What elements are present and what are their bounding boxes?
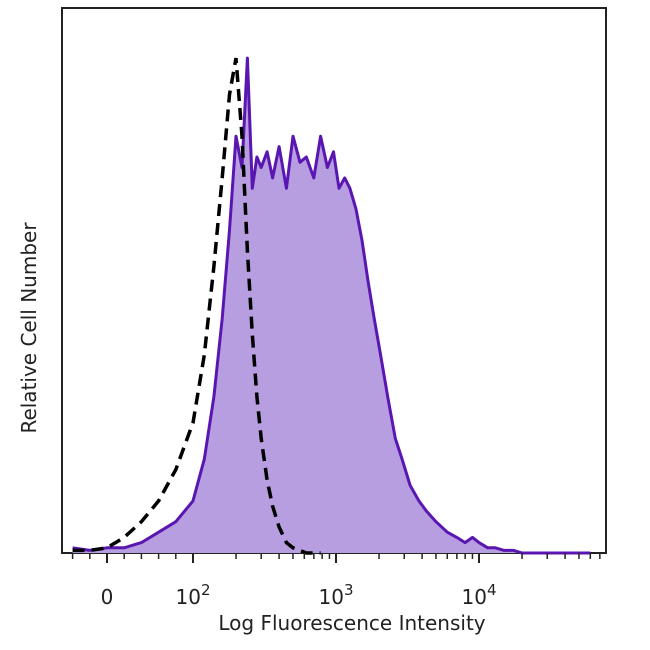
stained-line: [72, 56, 591, 555]
x-tick-label: 0: [101, 585, 114, 609]
stained-area: [72, 58, 591, 553]
control-dashed-line: [72, 57, 321, 555]
x-tick-label: 104: [462, 581, 497, 609]
x-tick-label: 102: [176, 581, 211, 609]
x-tick-labels: 0 102 103 104: [101, 581, 497, 609]
x-major-ticks: [106, 553, 480, 563]
x-axis-label: Log Fluorescence Intensity: [218, 611, 485, 635]
stained-series-group: [72, 56, 591, 555]
control-series-group: [72, 57, 321, 555]
x-minor-ticks: [71, 553, 601, 559]
x-tick-label: 103: [319, 581, 354, 609]
y-axis-label: Relative Cell Number: [17, 222, 41, 434]
